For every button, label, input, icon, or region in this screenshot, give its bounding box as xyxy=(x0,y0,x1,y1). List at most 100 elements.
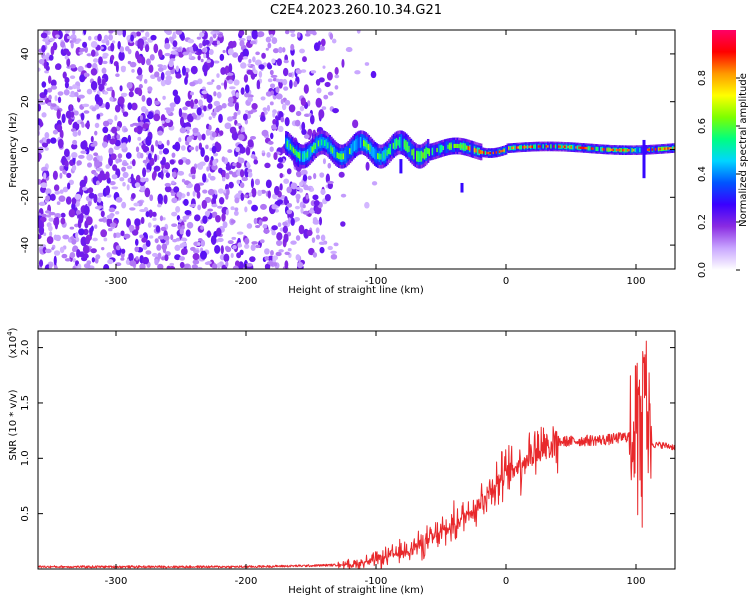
heatmap-cell xyxy=(213,108,217,113)
heatmap-cell xyxy=(187,183,193,188)
heatmap-cell xyxy=(218,130,224,136)
heatmap-cell xyxy=(149,194,154,202)
heatmap-cell xyxy=(251,241,258,245)
heatmap-cell xyxy=(83,30,87,36)
heatmap-cell xyxy=(373,148,377,160)
heatmap-cell xyxy=(309,145,313,157)
heatmap-cell xyxy=(202,189,208,194)
heatmap-cell xyxy=(289,79,293,89)
heatmap-cell xyxy=(350,144,353,155)
heatmap-cell xyxy=(225,260,229,268)
heatmap-cell xyxy=(128,252,134,262)
heatmap-cell xyxy=(600,147,603,152)
heatmap-cell xyxy=(109,138,117,145)
heatmap-cell xyxy=(251,187,257,198)
heatmap-cell xyxy=(300,151,303,162)
heatmap-cell xyxy=(303,150,307,162)
heatmap-cell xyxy=(105,39,110,46)
heatmap-cell xyxy=(425,149,428,156)
heatmap-cell xyxy=(456,143,459,149)
heatmap-cell xyxy=(406,144,410,151)
heatmap-cell xyxy=(212,193,216,204)
heatmap-cell xyxy=(128,91,134,98)
heatmap-cell xyxy=(48,94,52,101)
heatmap-cell xyxy=(101,141,108,148)
heatmap-cell xyxy=(243,56,248,60)
heatmap-cell xyxy=(570,145,573,149)
heatmap-cell xyxy=(76,209,81,215)
heatmap-cell xyxy=(504,146,508,154)
heatmap-cell xyxy=(39,101,46,105)
heatmap-cell xyxy=(159,215,164,222)
heatmap-cell xyxy=(267,255,274,262)
heatmap-cell xyxy=(344,150,347,161)
heatmap-cell xyxy=(59,129,64,139)
heatmap-cell xyxy=(261,52,266,59)
heatmap-cell xyxy=(383,152,386,159)
heatmap-cell xyxy=(77,129,82,136)
heatmap-cell xyxy=(90,68,98,76)
heatmap-cell xyxy=(179,243,184,249)
heatmap-cell xyxy=(420,150,424,162)
snr-scale-multiplier: (x104) xyxy=(6,327,19,358)
heatmap-cell xyxy=(295,111,302,117)
heatmap-cell xyxy=(186,191,190,197)
heatmap-cell xyxy=(389,146,392,153)
heatmap-cell xyxy=(78,154,85,159)
heatmap-cell xyxy=(639,147,642,153)
heatmap-cell xyxy=(184,126,192,130)
heatmap-cell xyxy=(270,249,274,256)
heatmap-cell xyxy=(108,207,116,213)
heatmap-cell xyxy=(209,36,214,44)
heatmap-cell xyxy=(38,234,42,240)
heatmap-cell xyxy=(234,102,239,112)
heatmap-cell xyxy=(312,252,318,258)
heatmap-cell xyxy=(238,30,245,36)
y-tick-label: 1.5 xyxy=(20,395,31,411)
heatmap-cell xyxy=(324,140,327,147)
heatmap-cell xyxy=(164,254,169,262)
heatmap-cell xyxy=(206,166,210,172)
snr-series-line xyxy=(38,340,675,569)
heatmap-cell xyxy=(56,201,61,205)
heatmap-cell xyxy=(414,146,417,164)
heatmap-cell xyxy=(193,114,198,120)
heatmap-cell xyxy=(45,195,51,202)
heatmap-cell xyxy=(64,160,69,168)
heatmap-cell xyxy=(288,72,293,78)
heatmap-cell xyxy=(660,146,664,152)
heatmap-cell xyxy=(483,151,486,154)
heatmap-cell xyxy=(173,95,181,105)
heatmap-cell xyxy=(315,227,320,234)
heatmap-cell xyxy=(146,169,150,173)
heatmap-cell xyxy=(146,111,154,120)
heatmap-cell xyxy=(448,144,452,149)
heatmap-cell xyxy=(451,140,455,152)
heatmap-cell xyxy=(142,256,150,265)
heatmap-cell xyxy=(273,152,278,160)
heatmap-cell xyxy=(257,189,263,197)
heatmap-cell xyxy=(71,202,76,211)
heatmap-cell xyxy=(206,81,214,86)
heatmap-cell xyxy=(322,158,326,165)
heatmap-cell xyxy=(252,56,256,63)
heatmap-cell xyxy=(134,246,140,253)
heatmap-cell xyxy=(501,149,505,153)
heatmap-cell xyxy=(224,122,232,130)
heatmap-cell xyxy=(236,123,242,127)
heatmap-cell xyxy=(74,91,79,97)
heatmap-cell xyxy=(341,58,345,68)
heatmap-cell xyxy=(60,217,66,225)
heatmap-cell xyxy=(650,146,653,153)
heatmap-cell xyxy=(83,72,89,77)
heatmap-cell xyxy=(115,245,121,251)
heatmap-cell xyxy=(157,66,164,73)
heatmap-cell xyxy=(498,150,502,153)
heatmap-cell xyxy=(58,195,66,202)
heatmap-cell xyxy=(579,146,583,149)
heatmap-cell xyxy=(178,159,184,165)
heatmap-cell xyxy=(138,84,143,89)
heatmap-cell xyxy=(258,64,265,70)
heatmap-cell xyxy=(276,232,283,241)
heatmap-cell xyxy=(258,70,263,78)
